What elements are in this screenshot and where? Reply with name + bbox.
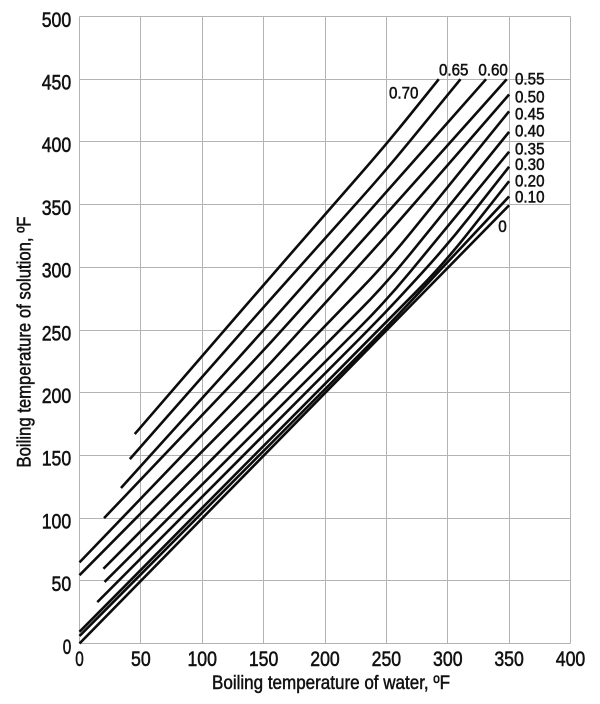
svg-text:0.35: 0.35: [515, 141, 545, 159]
svg-text:0.70: 0.70: [389, 85, 419, 103]
svg-text:350: 350: [494, 648, 524, 671]
svg-text:0: 0: [498, 218, 507, 236]
svg-text:450: 450: [42, 72, 72, 95]
svg-text:50: 50: [52, 573, 72, 596]
svg-text:400: 400: [556, 648, 586, 671]
svg-text:Boiling temperature of solutio: Boiling temperature of solution, ºF: [14, 216, 36, 467]
svg-text:350: 350: [42, 197, 72, 220]
svg-text:150: 150: [42, 448, 72, 471]
svg-text:300: 300: [433, 648, 463, 671]
svg-text:100: 100: [42, 510, 72, 533]
svg-text:0.65: 0.65: [439, 61, 469, 79]
svg-text:0.40: 0.40: [515, 123, 545, 141]
svg-text:0: 0: [63, 636, 72, 659]
svg-text:150: 150: [249, 648, 279, 671]
svg-text:200: 200: [42, 385, 72, 408]
svg-text:400: 400: [42, 134, 72, 157]
svg-text:0.55: 0.55: [515, 71, 545, 89]
svg-text:50: 50: [131, 648, 151, 671]
svg-text:0: 0: [75, 648, 84, 671]
svg-text:Boiling temperature of water,: Boiling temperature of water, ºF: [212, 672, 450, 694]
svg-text:200: 200: [310, 648, 340, 671]
svg-text:300: 300: [42, 260, 72, 283]
svg-text:0.45: 0.45: [515, 106, 545, 124]
svg-text:250: 250: [372, 648, 402, 671]
svg-text:250: 250: [42, 322, 72, 345]
svg-text:0.50: 0.50: [515, 88, 545, 106]
svg-text:0.10: 0.10: [515, 189, 545, 207]
svg-text:0.60: 0.60: [478, 61, 508, 79]
svg-text:0.20: 0.20: [515, 173, 545, 191]
svg-text:100: 100: [187, 648, 217, 671]
svg-text:0.30: 0.30: [515, 156, 545, 174]
svg-text:500: 500: [42, 9, 72, 32]
